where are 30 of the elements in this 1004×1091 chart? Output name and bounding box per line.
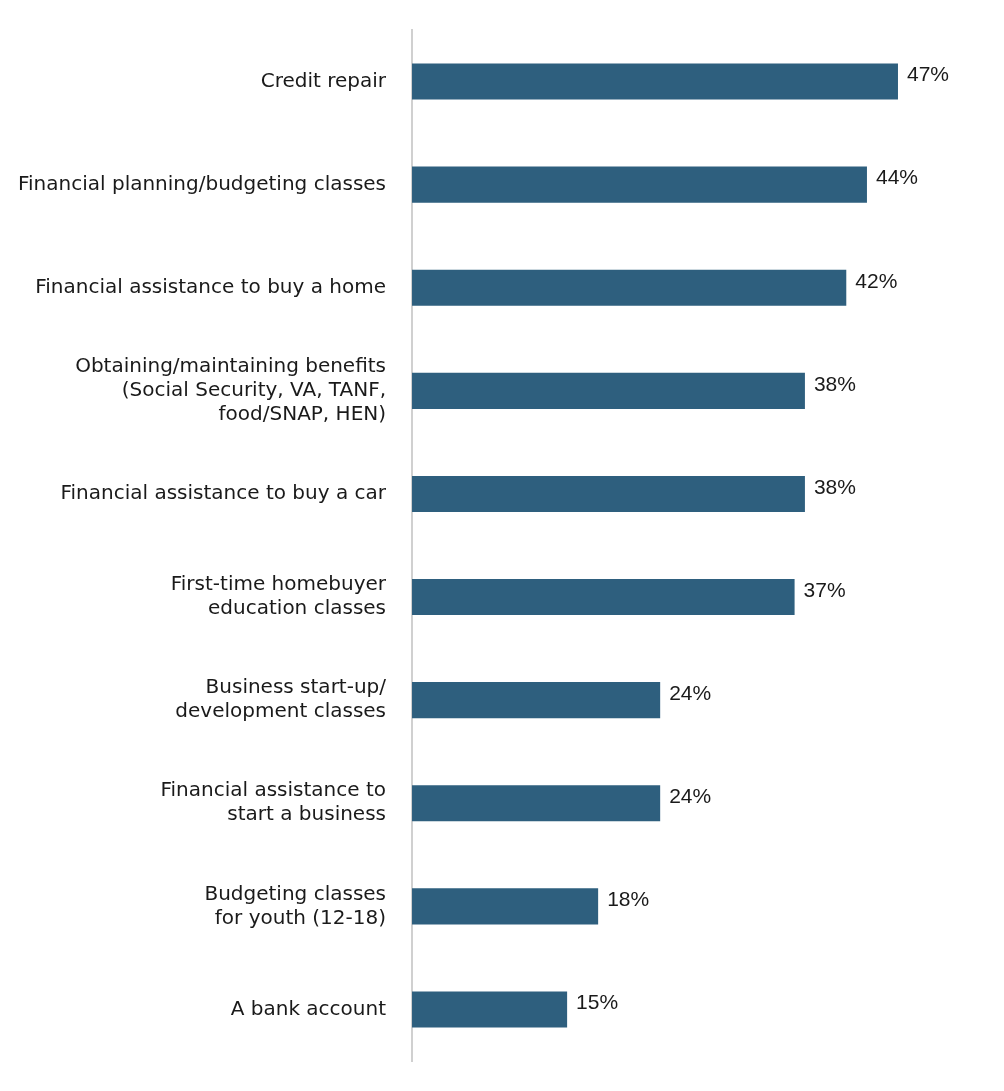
- y-tick-label: Business start-up/ development classes: [175, 674, 387, 723]
- y-tick-label: Obtaining/maintaining benefits (Social Security, VA, TANF, food/SNAP, HEN): [75, 353, 387, 426]
- data-label: 18%: [607, 887, 650, 911]
- data-label: 38%: [813, 371, 856, 395]
- bar: [412, 63, 898, 100]
- data-label: 37%: [803, 577, 846, 601]
- bar: [412, 682, 661, 719]
- bar: [412, 166, 867, 203]
- y-tick-label: First-time homebuyer education classes: [170, 571, 387, 620]
- bar: [412, 991, 568, 1028]
- data-label: 38%: [813, 474, 856, 498]
- bar: [412, 785, 661, 822]
- data-label: 44%: [875, 165, 918, 189]
- bar: [412, 579, 795, 616]
- data-label: 24%: [669, 680, 712, 704]
- data-label: 24%: [669, 784, 712, 808]
- y-tick-label: Financial planning/budgeting classes: [18, 170, 387, 195]
- y-tick-label: Credit repair: [260, 67, 387, 92]
- data-label: 42%: [855, 268, 898, 292]
- bar: [412, 888, 599, 925]
- y-tick-label: Financial assistance to buy a car: [60, 480, 387, 505]
- y-tick-label: Financial assistance to start a business: [160, 777, 387, 826]
- bar: [412, 269, 847, 306]
- data-label: 15%: [576, 990, 619, 1014]
- bar: [412, 372, 805, 409]
- y-tick-label: Budgeting classes for youth (12-18): [204, 880, 387, 929]
- bar: [412, 475, 805, 512]
- data-label: 47%: [906, 62, 950, 86]
- y-tick-label: Financial assistance to buy a home: [35, 273, 387, 298]
- y-tick-label: A bank account: [230, 995, 387, 1020]
